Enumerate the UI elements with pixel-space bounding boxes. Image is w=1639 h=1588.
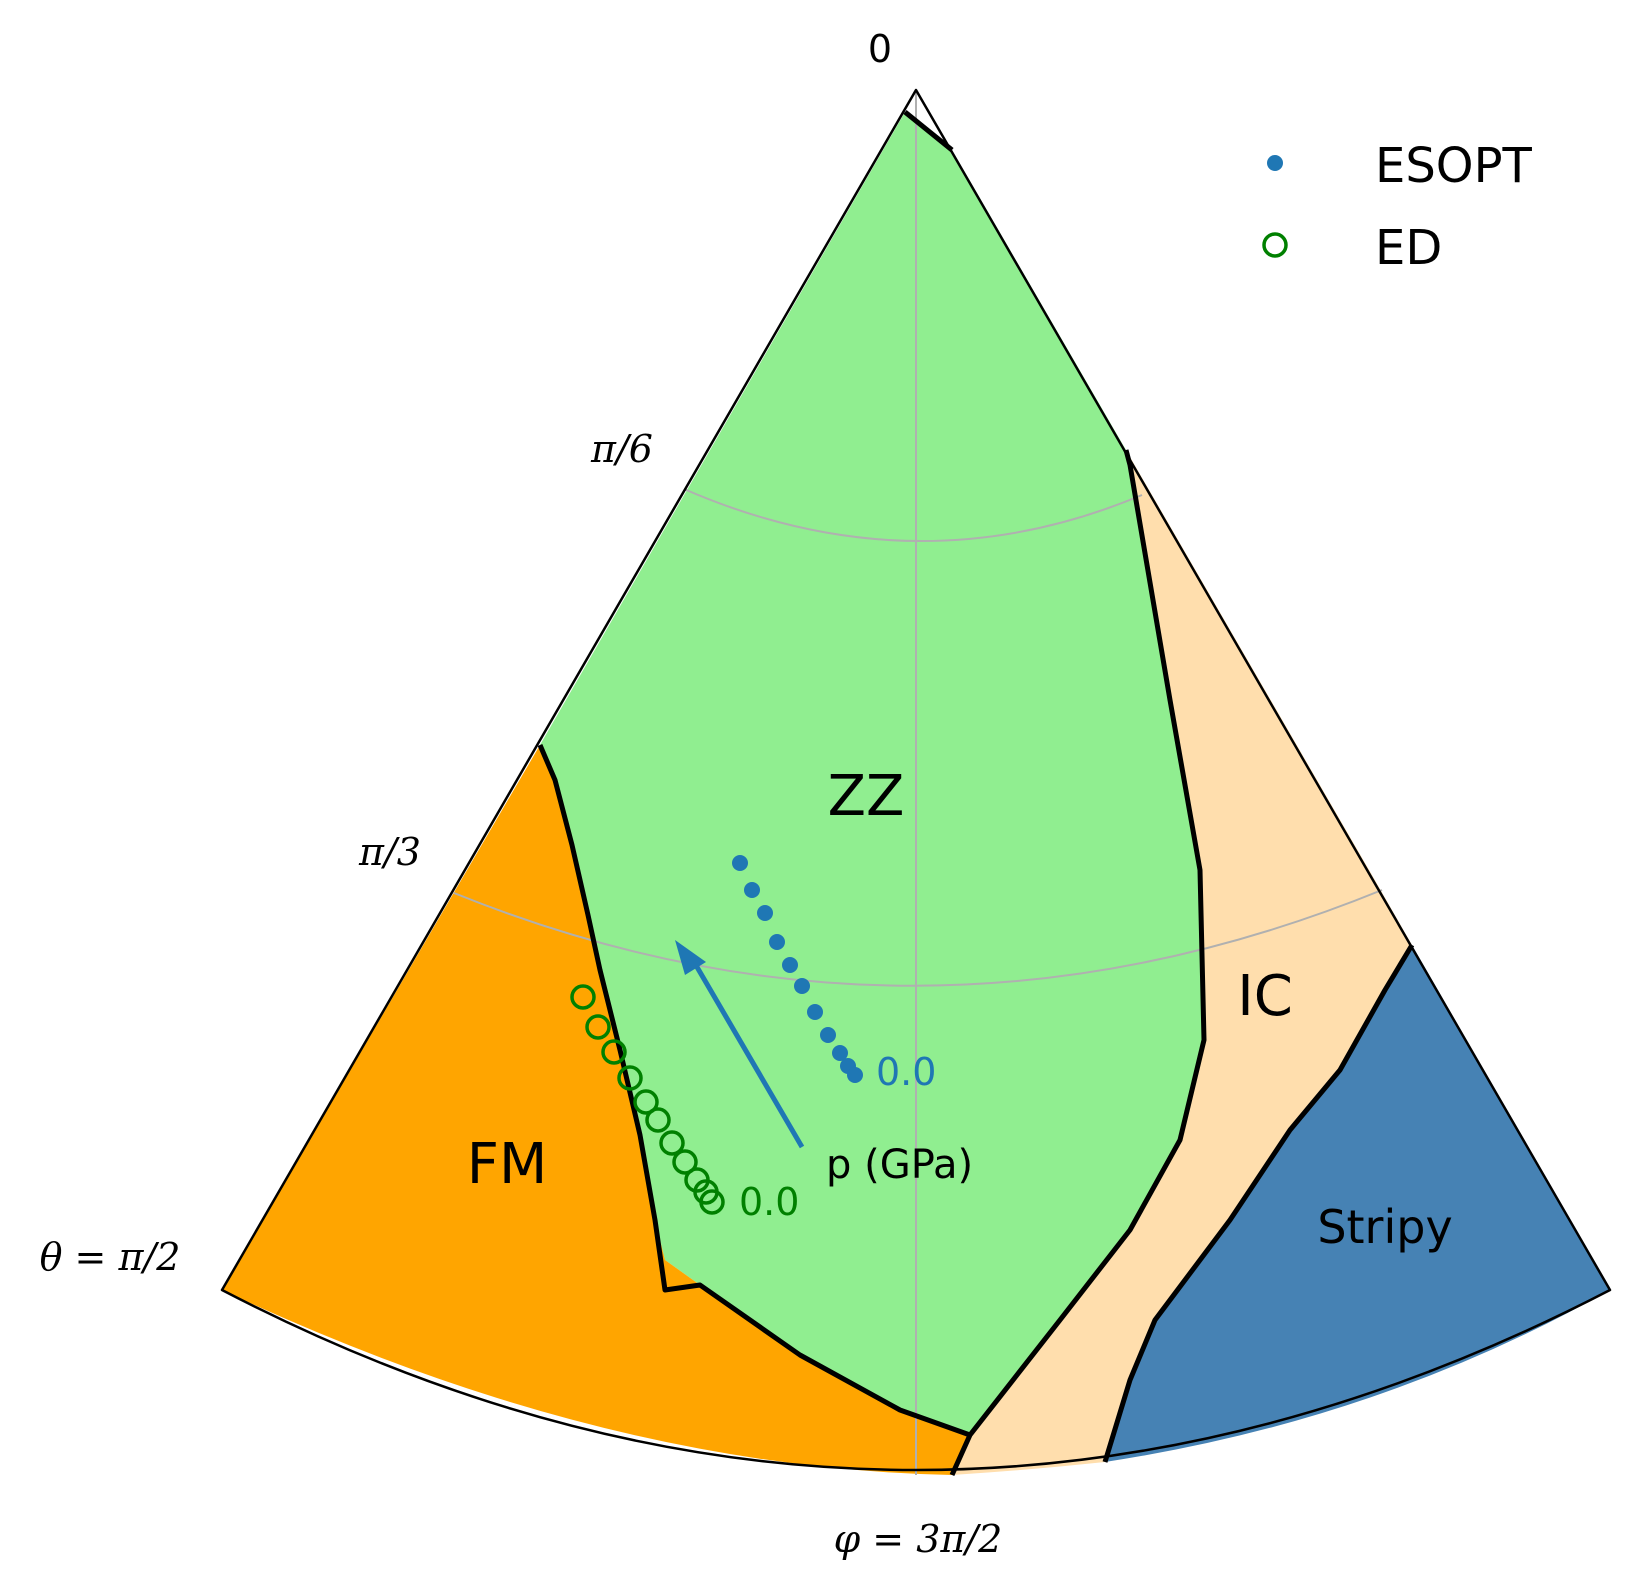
esopt-point xyxy=(847,1067,863,1083)
esopt-point xyxy=(732,855,748,871)
legend-ed-label: ED xyxy=(1375,220,1442,276)
pressure-arrow-head xyxy=(675,940,706,975)
legend-ed-marker xyxy=(1262,232,1288,258)
esopt-point xyxy=(782,957,798,973)
esopt-start-label: 0.0 xyxy=(876,1050,936,1094)
ed-point xyxy=(659,1130,685,1156)
ed-point xyxy=(699,1189,725,1215)
region-zz xyxy=(540,112,1204,1435)
esopt-point xyxy=(820,1027,836,1043)
region-label-stripy: Stripy xyxy=(1317,1200,1452,1254)
ed-point xyxy=(645,1107,671,1133)
theta-axis-label: θ = π/2 xyxy=(40,1235,181,1279)
legend: ESOPT ED xyxy=(1262,138,1533,276)
theta-tick-pi3: π/3 xyxy=(358,830,421,874)
esopt-point xyxy=(744,882,760,898)
esopt-point xyxy=(769,934,785,950)
theta-tick-pi6: π/6 xyxy=(590,427,653,471)
series-esopt xyxy=(732,855,863,1083)
region-ic xyxy=(952,450,1412,1475)
region-stripy xyxy=(1105,945,1610,1462)
region-label-zz: ZZ xyxy=(828,764,905,829)
boundary-zz-ic xyxy=(949,449,1207,1477)
legend-esopt-label: ESOPT xyxy=(1375,138,1533,194)
region-label-ic: IC xyxy=(1237,964,1293,1029)
ed-point xyxy=(570,984,596,1010)
phi-axis-label: φ = 3π/2 xyxy=(834,1517,1003,1561)
pressure-arrow-label: p (GPa) xyxy=(826,1142,973,1188)
theta-gridline-pi3 xyxy=(453,889,1383,987)
esopt-point xyxy=(757,905,773,921)
theta-tick-0: 0 xyxy=(868,27,892,71)
ed-start-label: 0.0 xyxy=(739,1180,799,1224)
ed-point xyxy=(601,1039,627,1065)
esopt-point xyxy=(807,1004,823,1020)
ed-point xyxy=(633,1089,659,1115)
diagram-outline xyxy=(220,88,1612,1472)
boundary-ic-stripy xyxy=(1102,943,1415,1463)
boundary-top xyxy=(903,110,954,152)
esopt-point xyxy=(794,978,810,994)
esopt-point xyxy=(832,1045,848,1061)
legend-esopt-marker xyxy=(1267,155,1283,171)
region-label-fm: FM xyxy=(467,1132,548,1197)
ed-point xyxy=(617,1065,643,1091)
boundary-zz-fm xyxy=(537,744,971,1438)
ed-point xyxy=(585,1014,611,1040)
theta-gridline-pi6 xyxy=(683,488,1143,543)
ed-point xyxy=(672,1149,698,1175)
pressure-arrow-shaft xyxy=(687,953,805,1149)
region-fm xyxy=(222,745,970,1475)
series-ed xyxy=(570,984,725,1215)
